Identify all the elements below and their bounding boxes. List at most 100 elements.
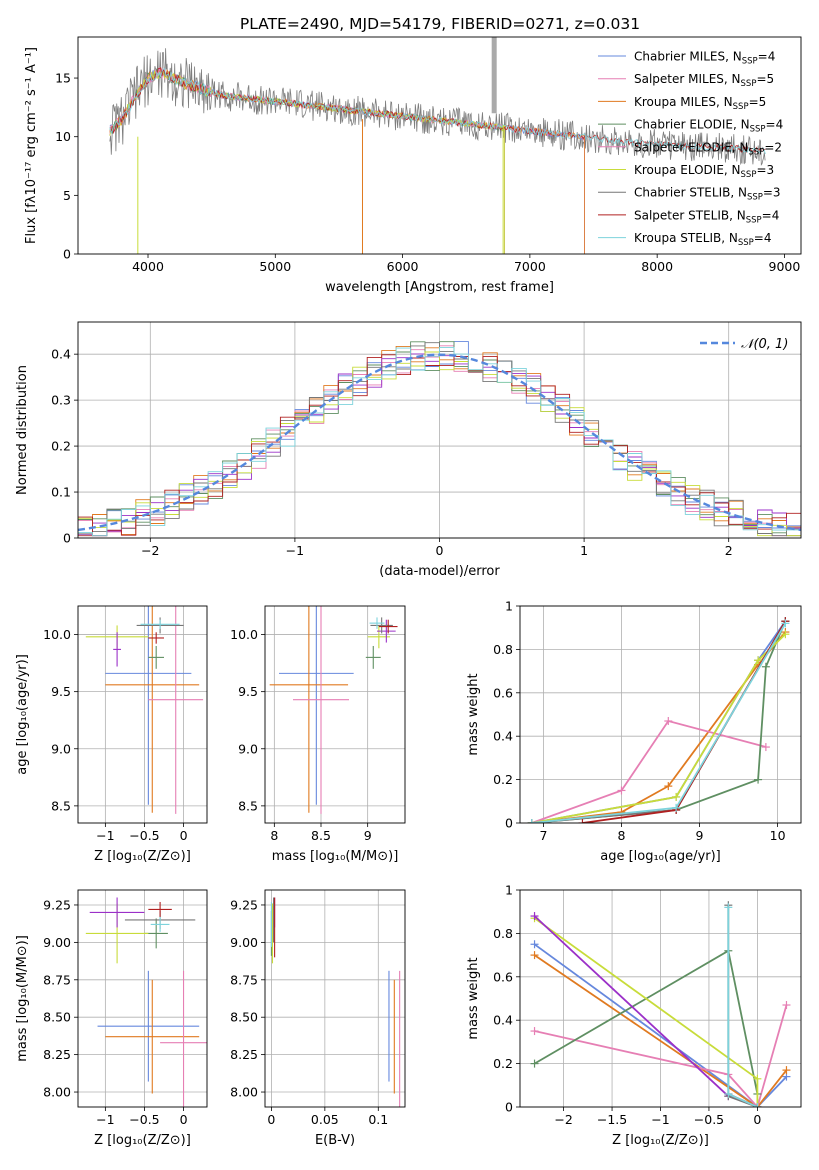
spectrum-series-line bbox=[109, 48, 766, 166]
x-tick-label: 6000 bbox=[387, 259, 419, 274]
legend-label-sub: SSP bbox=[748, 147, 764, 157]
histogram-series bbox=[78, 354, 801, 537]
x-tick-label: −1.5 bbox=[597, 1112, 627, 1127]
y-axis-label: age [log₁₀(age/yr)] bbox=[15, 654, 30, 775]
legend-label-sub: SSP bbox=[742, 57, 758, 67]
errorbars bbox=[85, 897, 207, 1107]
legend-label-sub: SSP bbox=[738, 238, 754, 248]
y-tick-label: 0.2 bbox=[493, 772, 513, 787]
y-tick-label: 8.5 bbox=[238, 798, 258, 813]
y-tick-label: 8.25 bbox=[43, 1047, 71, 1062]
legend-label-rest: =5 bbox=[756, 72, 774, 86]
legend-label: Kroupa STELIB, NSSP=4 bbox=[634, 231, 772, 248]
legend-label-rest: =4 bbox=[762, 208, 780, 222]
y-tick-label: 8.00 bbox=[230, 1085, 258, 1100]
errorbar-point bbox=[97, 970, 200, 1082]
spectrum-series-line bbox=[109, 66, 585, 254]
x-tick-label: 1 bbox=[580, 543, 588, 558]
spectrum-series-line bbox=[109, 67, 766, 155]
x-tick-label: 9 bbox=[364, 828, 372, 843]
spectrum-series-line bbox=[109, 67, 505, 254]
x-tick-label: −1 bbox=[96, 828, 114, 843]
weight-series-line bbox=[533, 954, 788, 1107]
y-tick-label: 0 bbox=[505, 1100, 513, 1115]
x-axis-label: Z [log₁₀(Z/Z⊙)] bbox=[94, 1133, 191, 1148]
legend-label-base: Kroupa ELODIE, N bbox=[634, 163, 741, 177]
y-tick-label: 9.25 bbox=[43, 897, 71, 912]
axes-frame bbox=[519, 889, 802, 1108]
figure-title: PLATE=2490, MJD=54179, FIBERID=0271, z=0… bbox=[240, 15, 640, 33]
legend-label-base: Chabrier MILES, N bbox=[634, 50, 742, 64]
y-tick-label: 0.6 bbox=[493, 685, 513, 700]
x-axis-label: (data-model)/error bbox=[379, 564, 500, 579]
legend-label-rest: =3 bbox=[756, 163, 774, 177]
plot-layer: 4000 5000 6000 7000 8000 9000051015wavelength… bbox=[15, 36, 802, 1148]
legend-label-sub: SSP bbox=[733, 102, 749, 112]
x-tick-label: 0 bbox=[180, 1112, 188, 1127]
y-tick-label: 9.00 bbox=[43, 935, 71, 950]
x-tick-label: −1 bbox=[96, 1112, 114, 1127]
x-tick-label: 8 bbox=[617, 828, 625, 843]
mass-vs-EBV-panel: 0 0.05 0.1 8.00 8.25 8.50 8.75 9.00 9.25 E(B-V) bbox=[230, 889, 406, 1148]
y-tick-label: 9.25 bbox=[230, 897, 258, 912]
x-tick-label: 0 bbox=[180, 828, 188, 843]
legend-label-base: Kroupa STELIB, N bbox=[634, 231, 738, 245]
legend-label: Salpeter STELIB, NSSP=4 bbox=[634, 208, 779, 225]
errorbar-point bbox=[150, 916, 170, 932]
histogram-series bbox=[78, 346, 801, 537]
mass-weight-vs-Z-panel: −2 −1.5 −1 −0.5 0 0 0.2 0.4 0.6 0.8 1 Z [log₁₀(Z/Z⊙… bbox=[466, 883, 802, 1148]
mass-vs-Z-panel: −1 −0.5 0 8.00 8.25 8.50 8.75 9.00 9.25 Z [log₁₀(… bbox=[15, 889, 208, 1148]
x-axis-label: E(B-V) bbox=[315, 1133, 355, 1148]
errorbar-point bbox=[279, 606, 354, 805]
legend-label-sub: SSP bbox=[741, 170, 757, 180]
errorbar-point bbox=[369, 617, 385, 629]
x-axis-label: mass [log₁₀(M/M⊙)] bbox=[272, 849, 399, 864]
axes-frame bbox=[77, 321, 802, 539]
weight-series-line bbox=[533, 943, 788, 1107]
legend-label: Kroupa ELODIE, NSSP=3 bbox=[634, 163, 774, 180]
errorbar-point bbox=[105, 606, 192, 805]
y-tick-label: 0 bbox=[505, 816, 513, 831]
y-tick-label: 0 bbox=[63, 247, 71, 262]
errorbars bbox=[269, 606, 398, 814]
legend-label-rest: =4 bbox=[758, 50, 776, 64]
legend-label-sub: SSP bbox=[747, 193, 763, 203]
y-axis-label: mass weight bbox=[466, 673, 481, 755]
legend-label: Salpeter ELODIE, NSSP=2 bbox=[634, 140, 782, 157]
weight-series-line bbox=[534, 1004, 788, 1107]
axes-frame bbox=[519, 605, 802, 824]
legend-label-sub: SSP bbox=[741, 79, 757, 89]
y-tick-label: 0.8 bbox=[493, 642, 513, 657]
bad-pixel-band bbox=[491, 37, 497, 114]
legend-label-sub: SSP bbox=[750, 125, 766, 135]
y-tick-label: 8.75 bbox=[43, 972, 71, 987]
spectrum-series-line bbox=[109, 66, 585, 254]
weight-series-line bbox=[531, 622, 787, 823]
mass-weight-vs-age-panel: 7 8 9 10 0 0.2 0.4 0.6 0.8 1 age [log₁₀(age/yr)] ma… bbox=[466, 599, 802, 864]
age-vs-mass-panel: 8 8.5 9 8.5 9.0 9.5 10.0 mass [log₁₀(M/M⊙)] bbox=[230, 605, 406, 864]
histogram-series bbox=[78, 351, 801, 537]
errorbar-point bbox=[377, 619, 396, 643]
x-tick-label: 5000 bbox=[259, 259, 291, 274]
weight-lines bbox=[527, 617, 790, 823]
y-tick-label: 0.4 bbox=[493, 1013, 513, 1028]
y-tick-label: 1 bbox=[505, 599, 513, 614]
x-tick-label: 7000 bbox=[514, 259, 546, 274]
y-tick-label: 8.50 bbox=[230, 1010, 258, 1025]
axes-frame bbox=[77, 605, 208, 824]
legend-label: Chabrier MILES, NSSP=4 bbox=[634, 50, 775, 67]
residuals-panel: −2 −1 0 1 2 0 0.1 0.2 0.3 0.4 (data-model)/error No… bbox=[15, 321, 802, 579]
errorbar-point bbox=[269, 606, 349, 813]
x-tick-label: 9000 bbox=[769, 259, 801, 274]
x-tick-label: 8000 bbox=[641, 259, 673, 274]
legend-label-base: Salpeter MILES, N bbox=[634, 72, 741, 86]
x-axis-label: wavelength [Angstrom, rest frame] bbox=[325, 280, 554, 295]
x-tick-label: 9 bbox=[696, 828, 704, 843]
errorbars bbox=[270, 897, 401, 1107]
legend-label-base: Salpeter ELODIE, N bbox=[634, 140, 748, 154]
x-tick-label: −0.5 bbox=[129, 828, 159, 843]
y-tick-label: 0.2 bbox=[51, 439, 71, 454]
spectrum-panel: 4000 5000 6000 7000 8000 9000 0 5 10 15 wavelength… bbox=[24, 36, 802, 295]
x-tick-label: −2 bbox=[554, 1112, 572, 1127]
axes-frame bbox=[77, 889, 208, 1108]
